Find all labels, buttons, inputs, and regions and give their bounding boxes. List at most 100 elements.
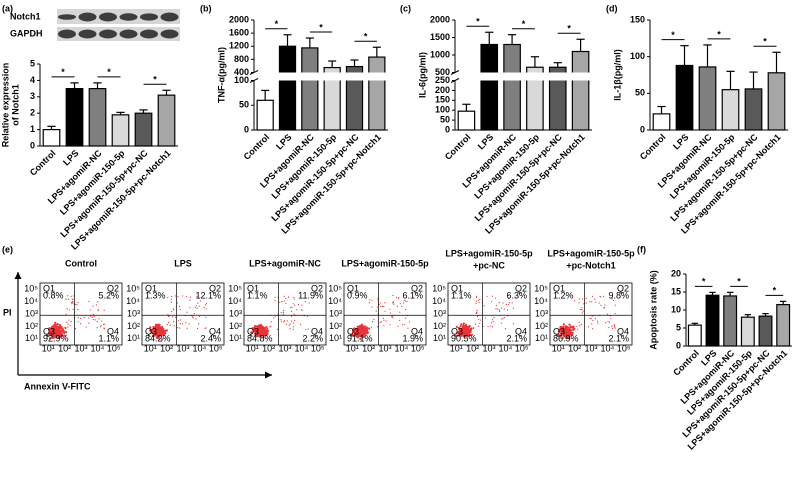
event-dot (403, 302, 405, 304)
event-dot (460, 323, 463, 326)
x-tick-label: 10¹ (144, 343, 157, 353)
quadrant-percent: 1.1% (98, 333, 119, 343)
event-dot (58, 325, 62, 328)
event-dot (611, 327, 614, 330)
event-dot (611, 297, 613, 299)
event-dot (479, 298, 481, 300)
y-tick-label: 10¹ (229, 333, 242, 343)
event-dot (565, 336, 568, 339)
event-dot (54, 323, 57, 327)
event-dot (614, 304, 617, 306)
event-dot (380, 321, 382, 323)
bar (42, 129, 61, 147)
y-tick-label: 50 (635, 88, 645, 98)
event-dot (161, 329, 164, 332)
event-dot (60, 330, 63, 333)
event-dot (491, 295, 493, 297)
event-dot (205, 308, 207, 310)
event-dot (407, 327, 409, 329)
event-dot (590, 318, 592, 320)
event-dot (475, 300, 478, 302)
quadrant-name: Q3 (145, 326, 157, 336)
event-dot (71, 298, 74, 300)
event-dot (301, 309, 303, 311)
event-dot (459, 325, 462, 328)
quadrant-name: Q2 (515, 283, 527, 293)
quadrant-name: Q1 (247, 283, 259, 293)
quadrant-name: Q3 (451, 326, 463, 336)
event-dot (564, 333, 567, 336)
event-dot (603, 295, 605, 297)
event-dot (172, 308, 174, 310)
event-dot (392, 302, 394, 304)
event-dot (292, 328, 294, 330)
event-dot (291, 315, 293, 317)
blot-band (99, 29, 117, 39)
event-dot (465, 333, 469, 336)
significance-label: * (364, 32, 368, 42)
event-dot (594, 298, 596, 301)
event-dot (171, 311, 173, 313)
event-dot (392, 317, 394, 319)
event-dot (205, 316, 207, 318)
event-dot (205, 302, 208, 304)
event-dot (54, 321, 57, 324)
event-dot (66, 308, 68, 310)
blot-band (58, 14, 76, 20)
event-dot (161, 338, 164, 341)
event-dot (58, 323, 61, 327)
event-dot (408, 321, 411, 323)
event-dot (397, 298, 399, 300)
event-dot (98, 318, 100, 320)
x-tick-label: 10² (362, 343, 375, 353)
event-dot (194, 306, 197, 308)
event-dot (613, 299, 615, 302)
y-tick-label: 0 (30, 140, 35, 150)
quadrant-name: Q4 (411, 326, 423, 336)
event-dot (293, 313, 295, 315)
x-axis-label: Annexin V-FITC (24, 381, 91, 391)
panel-letter: (a) (2, 3, 13, 13)
event-dot (396, 305, 398, 307)
event-dot (290, 306, 292, 309)
event-dot (289, 328, 291, 330)
event-dot (196, 295, 198, 297)
event-dot (53, 326, 56, 329)
event-dot (581, 298, 584, 300)
event-dot (404, 300, 407, 302)
event-dot (179, 323, 181, 325)
event-dot (581, 307, 583, 309)
event-dot (256, 330, 259, 333)
event-dot (68, 319, 70, 321)
event-dot (74, 328, 77, 330)
flow-plot-title: LPS+agomiR-150-5p (341, 258, 429, 268)
event-dot (280, 312, 282, 314)
event-dot (49, 327, 52, 330)
x-tick-label: 10² (58, 343, 71, 353)
x-tick-label: 10³ (584, 343, 597, 353)
event-dot (560, 326, 563, 329)
event-dot (178, 305, 180, 308)
event-dot (494, 297, 497, 299)
event-dot (475, 302, 477, 304)
event-dot (469, 327, 472, 331)
event-dot (283, 321, 285, 323)
y-tick-label: 10⁵ (126, 284, 140, 294)
event-dot (403, 299, 405, 301)
event-dot (57, 336, 60, 339)
blot-band (58, 29, 76, 39)
event-dot (605, 322, 607, 324)
event-dot (176, 302, 178, 304)
event-dot (607, 320, 609, 323)
event-dot (189, 307, 191, 309)
event-dot (69, 324, 71, 326)
event-dot (274, 296, 276, 298)
event-dot (570, 326, 574, 329)
significance-label: * (275, 19, 279, 29)
event-dot (456, 334, 459, 337)
event-dot (67, 295, 69, 297)
event-dot (77, 316, 79, 319)
event-dot (351, 328, 355, 331)
event-dot (368, 302, 370, 304)
quadrant-name: Q4 (311, 326, 323, 336)
